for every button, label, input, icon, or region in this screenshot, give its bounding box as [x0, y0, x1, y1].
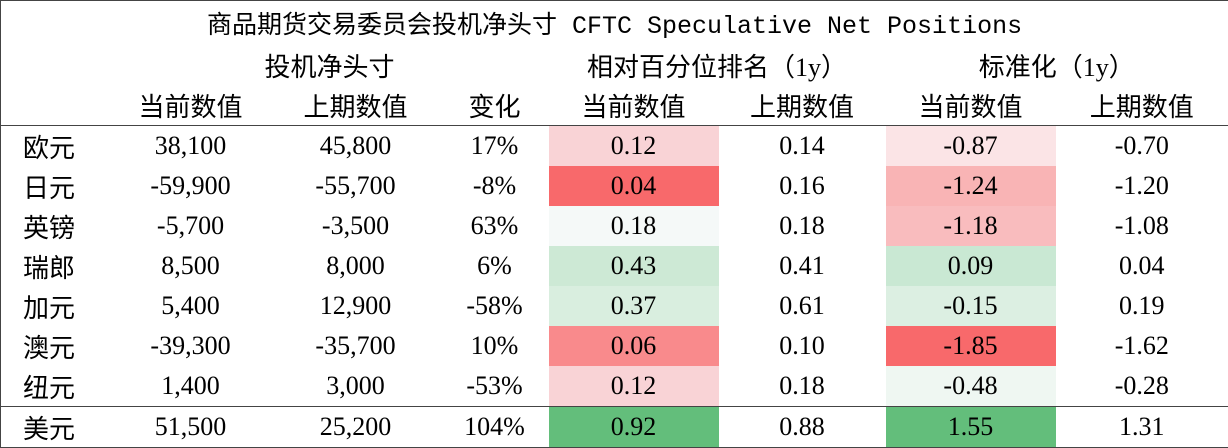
cell: 1.31	[1055, 406, 1228, 448]
cell: 63%	[470, 211, 519, 240]
cell: 0.43	[548, 246, 719, 286]
group-header: 标准化（1y）	[978, 52, 1135, 82]
cell: 104%	[440, 406, 549, 448]
column-header: 变化	[440, 85, 549, 126]
cell: -0.48	[885, 366, 1056, 407]
column-header: 上期数值	[718, 85, 886, 126]
cell: 45,800	[319, 131, 392, 160]
cell: 10%	[470, 331, 519, 360]
cell: 1,400	[161, 371, 220, 400]
column-header: 上期数值	[1055, 85, 1228, 126]
cell: -39,300	[150, 331, 231, 360]
data-row: 澳元 -39,300 -35,700 10% 0.06 0.10 -1.85 -1.62	[1, 326, 1228, 366]
cell: -0.87	[885, 125, 1056, 166]
column-row: 当前数值 上期数值 变化 当前数值 上期数值 当前数值 上期数值	[0, 85, 1228, 126]
cell: -0.15	[885, 286, 1056, 326]
cell: 0.16	[779, 171, 825, 200]
cell: 0.04	[548, 166, 719, 206]
row-label: 欧元	[23, 133, 76, 163]
cell: 6%	[477, 251, 512, 280]
cell: 3,000	[326, 371, 385, 400]
cell: 0.04	[1119, 251, 1165, 280]
cell: -35,700	[315, 331, 396, 360]
cell: 0.12	[548, 366, 719, 407]
row-label: 日元	[23, 173, 76, 203]
cell: -1.18	[885, 206, 1056, 246]
title-row: 商品期货交易委员会投机净头寸 CFTC Speculative Net Posi…	[1, 1, 1228, 46]
group-row: 投机净头寸 相对百分位排名（1y） 标准化（1y）	[1, 45, 1228, 85]
cell: 0.14	[779, 131, 825, 160]
cell: 12,900	[319, 291, 392, 320]
row-label: 瑞郎	[23, 253, 76, 283]
data-row: 日元 -59,900 -55,700 -8% 0.04 0.16 -1.24 -1.20	[1, 166, 1228, 206]
cell: 5,400	[161, 291, 220, 320]
cell: 8,000	[326, 251, 385, 280]
cell: 0.61	[779, 291, 825, 320]
cell: 0.92	[548, 406, 719, 448]
cell: 1.55	[885, 406, 1056, 448]
column-header: 当前数值	[885, 85, 1056, 126]
cell: -1.62	[1114, 331, 1169, 360]
row-label: 纽元	[23, 373, 76, 403]
row-label: 澳元	[23, 333, 76, 363]
cell: 0.88	[718, 406, 886, 448]
spacer	[0, 85, 111, 126]
cell: 25,200	[270, 406, 441, 448]
cell: -8%	[472, 171, 517, 200]
cell: 0.18	[548, 206, 719, 246]
cell: 17%	[470, 131, 519, 160]
cell: 38,100	[154, 131, 227, 160]
data-row: 加元 5,400 12,900 -58% 0.37 0.61 -0.15 0.19	[1, 286, 1228, 326]
cell: -53%	[466, 371, 523, 400]
cell: 0.06	[548, 326, 719, 366]
cell: -58%	[466, 291, 523, 320]
cell: -0.28	[1114, 371, 1169, 400]
cell: 0.10	[779, 331, 825, 360]
row-label: 加元	[23, 293, 76, 323]
cell: 0.18	[779, 371, 825, 400]
cell: -1.85	[885, 326, 1056, 366]
cell: 8,500	[161, 251, 220, 280]
data-row: 纽元 1,400 3,000 -53% 0.12 0.18 -0.48 -0.28	[1, 366, 1228, 407]
cell: 0.41	[779, 251, 825, 280]
data-row: 欧元 38,100 45,800 17% 0.12 0.14 -0.87 -0.70	[1, 125, 1228, 166]
group-header: 投机净头寸	[264, 52, 395, 82]
column-header: 当前数值	[110, 85, 271, 126]
title: 商品期货交易委员会投机净头寸 CFTC Speculative Net Posi…	[207, 12, 1023, 41]
row-label: 美元	[0, 406, 111, 448]
spacer	[1, 45, 111, 85]
cell: -59,900	[150, 171, 231, 200]
cell: 0.19	[1119, 291, 1165, 320]
cell: -0.70	[1114, 131, 1169, 160]
cell: -1.08	[1114, 211, 1169, 240]
cell: -55,700	[315, 171, 396, 200]
column-header: 上期数值	[270, 85, 441, 126]
cell: 0.12	[548, 125, 719, 166]
column-header: 当前数值	[548, 85, 719, 126]
data-row: 美元 51,500 25,200 104% 0.92 0.88 1.55 1.31	[0, 406, 1228, 448]
cell: 0.37	[548, 286, 719, 326]
cell: 0.09	[885, 246, 1056, 286]
data-row: 瑞郎 8,500 8,000 6% 0.43 0.41 0.09 0.04	[1, 246, 1228, 286]
cell: -1.24	[885, 166, 1056, 206]
row-label: 英镑	[23, 213, 76, 243]
cell: 51,500	[110, 406, 271, 448]
cell: -1.20	[1114, 171, 1169, 200]
data-row: 英镑 -5,700 -3,500 63% 0.18 0.18 -1.18 -1.08	[1, 206, 1228, 246]
cell: -3,500	[321, 211, 390, 240]
group-header: 相对百分位排名（1y）	[586, 52, 847, 82]
cell: -5,700	[156, 211, 225, 240]
cell: 0.18	[779, 211, 825, 240]
